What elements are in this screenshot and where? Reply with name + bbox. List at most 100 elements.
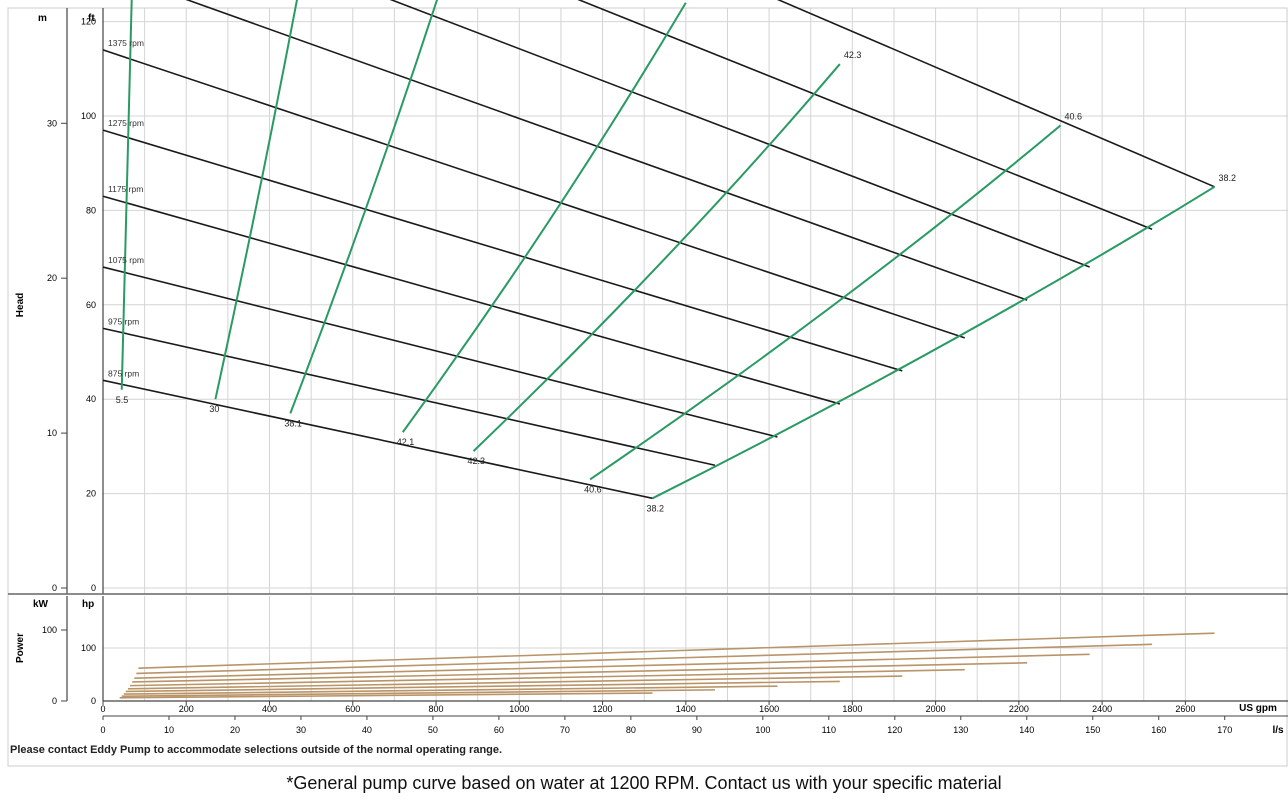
ls-tick-label: 80 <box>626 725 636 735</box>
head-unit-m: m <box>38 13 47 24</box>
power-curve-line <box>134 653 1090 680</box>
efficiency-line <box>652 185 1216 500</box>
ls-tick-label: 70 <box>560 725 570 735</box>
power-kw-tick-label: 0 <box>52 696 57 706</box>
power-curve-line <box>130 668 965 687</box>
head-m-tick-label: 30 <box>47 118 57 128</box>
head-axis-title: Head <box>15 293 26 317</box>
chart-labels: mft02040608010012014016018001020304050He… <box>15 13 1284 736</box>
ls-tick-label: 40 <box>362 725 372 735</box>
head-ft-tick-label: 100 <box>81 111 96 121</box>
ls-tick-label: 50 <box>428 725 438 735</box>
power-curve-line <box>119 692 653 699</box>
efficiency-top-label: 40.6 <box>1064 111 1082 121</box>
ls-tick-label: 60 <box>494 725 504 735</box>
ls-axis-title: l/s <box>1272 725 1284 736</box>
efficiency-lines <box>120 0 1216 500</box>
head-curve-line <box>776 0 1215 188</box>
efficiency-bottom-label: 42.3 <box>468 456 486 466</box>
ls-tick-label: 10 <box>164 725 174 735</box>
power-curve-line <box>127 675 903 690</box>
ls-tick-label: 160 <box>1151 725 1166 735</box>
head-m-tick-label: 10 <box>47 428 57 438</box>
head-curve-line <box>102 129 903 372</box>
ls-tick-label: 140 <box>1019 725 1034 735</box>
head-ft-tick-label: 0 <box>91 583 96 593</box>
ls-tick-label: 150 <box>1085 725 1100 735</box>
power-unit-hp: hp <box>82 599 94 610</box>
power-curve-line <box>123 685 778 695</box>
power-hp-tick-label: 0 <box>91 696 96 706</box>
gpm-axis-title: US gpm <box>1239 703 1277 714</box>
head-curve-line <box>102 327 716 467</box>
footer-note: *General pump curve based on water at 12… <box>286 773 1002 793</box>
rpm-label: 1075 rpm <box>108 255 144 265</box>
head-curve-line <box>185 0 1028 301</box>
efficiency-line <box>472 63 841 452</box>
gpm-tick-label: 1400 <box>676 704 696 714</box>
rpm-label: 1275 rpm <box>108 118 144 128</box>
power-unit-kw: kW <box>33 599 49 610</box>
axes <box>7 7 1288 767</box>
ls-tick-label: 130 <box>953 725 968 735</box>
power-curves <box>119 632 1215 699</box>
power-curve-line <box>136 643 1153 675</box>
head-curves <box>102 0 1215 500</box>
head-unit-ft: ft <box>88 13 95 24</box>
rpm-label: 975 rpm <box>108 316 139 326</box>
efficiency-bottom-label: 5.5 <box>116 395 129 405</box>
efficiency-bottom-label: 38.1 <box>284 418 302 428</box>
efficiency-line <box>289 0 439 414</box>
ls-tick-label: 170 <box>1217 725 1232 735</box>
ls-tick-label: 30 <box>296 725 306 735</box>
efficiency-top-label: 38.2 <box>1219 173 1237 183</box>
head-curve-line <box>577 0 1153 231</box>
rpm-label: 1175 rpm <box>108 184 143 194</box>
head-curve-line <box>102 379 653 500</box>
gpm-tick-label: 2400 <box>1092 704 1112 714</box>
gpm-tick-label: 400 <box>262 704 277 714</box>
rpm-label: 1375 rpm <box>108 38 144 48</box>
chart-frame <box>7 7 1288 767</box>
gpm-tick-label: 1200 <box>593 704 613 714</box>
gpm-tick-label: 200 <box>179 704 194 714</box>
gpm-tick-label: 2600 <box>1175 704 1195 714</box>
gpm-tick-label: 1800 <box>842 704 862 714</box>
gpm-tick-label: 600 <box>345 704 360 714</box>
ls-tick-label: 110 <box>822 725 836 735</box>
gpm-tick-label: 2200 <box>1009 704 1029 714</box>
head-ft-tick-label: 120 <box>81 17 96 27</box>
head-curve-line <box>102 266 778 438</box>
head-ft-tick-label: 20 <box>86 489 96 499</box>
gpm-tick-label: 1600 <box>759 704 779 714</box>
power-curve-line <box>138 632 1215 669</box>
power-hp-tick-label: 100 <box>81 643 96 653</box>
head-ft-tick-label: 40 <box>86 394 96 404</box>
grid <box>102 8 1288 701</box>
efficiency-bottom-label: 42.1 <box>397 437 415 447</box>
gpm-tick-label: 1000 <box>509 704 529 714</box>
rpm-label: 875 rpm <box>108 368 139 378</box>
gpm-tick-label: 2000 <box>926 704 946 714</box>
power-axis-title: Power <box>15 633 26 663</box>
power-curve-line <box>132 662 1028 683</box>
efficiency-line <box>589 124 1062 481</box>
efficiency-bottom-label: 38.2 <box>647 503 665 513</box>
power-curve-line <box>125 680 840 693</box>
gpm-tick-label: 0 <box>100 704 105 714</box>
efficiency-bottom-label: 30 <box>209 404 219 414</box>
head-m-tick-label: 0 <box>52 583 57 593</box>
efficiency-top-label: 42.3 <box>844 50 862 60</box>
efficiency-line <box>214 0 298 400</box>
efficiency-bottom-label: 40.6 <box>584 484 602 494</box>
contact-note: Please contact Eddy Pump to accommodate … <box>10 744 503 756</box>
power-curve-line <box>121 689 715 698</box>
head-curve-line <box>102 195 841 405</box>
ls-tick-label: 90 <box>692 725 702 735</box>
head-curve-line <box>102 49 965 339</box>
head-m-tick-label: 20 <box>47 273 57 283</box>
power-kw-tick-label: 100 <box>42 625 57 635</box>
ls-tick-label: 120 <box>887 725 902 735</box>
ls-tick-label: 20 <box>230 725 240 735</box>
